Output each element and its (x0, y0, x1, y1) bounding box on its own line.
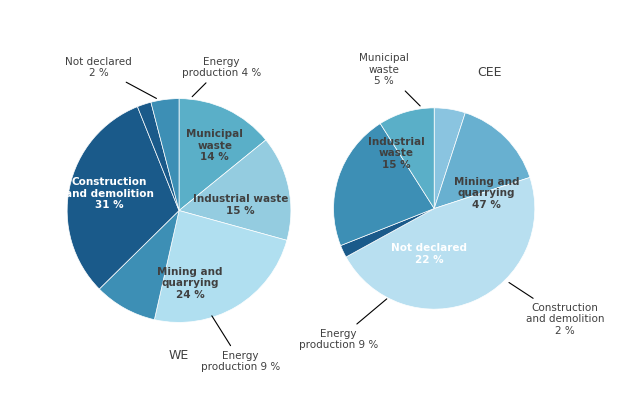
Wedge shape (179, 99, 266, 211)
Wedge shape (151, 99, 179, 211)
Text: CEE: CEE (477, 66, 502, 79)
Text: Energy
production 9 %: Energy production 9 % (299, 299, 387, 350)
Wedge shape (179, 140, 291, 240)
Wedge shape (154, 211, 287, 322)
Wedge shape (380, 108, 434, 209)
Text: Not declared
2 %: Not declared 2 % (65, 57, 157, 98)
Text: Municipal
waste
14 %: Municipal waste 14 % (187, 129, 243, 162)
Wedge shape (99, 211, 179, 320)
Text: Not declared
22 %: Not declared 22 % (391, 243, 467, 265)
Text: WE: WE (169, 350, 189, 363)
Wedge shape (137, 102, 179, 211)
Text: Municipal
waste
5 %: Municipal waste 5 % (359, 53, 420, 106)
Wedge shape (341, 209, 434, 257)
Wedge shape (334, 124, 434, 245)
Wedge shape (434, 113, 530, 209)
Text: Energy
production 9 %: Energy production 9 % (201, 316, 280, 373)
Text: Mining and
quarrying
47 %: Mining and quarrying 47 % (454, 177, 519, 210)
Wedge shape (67, 107, 179, 289)
Text: Construction
and demolition
31 %: Construction and demolition 31 % (66, 177, 154, 211)
Text: Industrial waste
15 %: Industrial waste 15 % (193, 194, 288, 216)
Text: Energy
production 4 %: Energy production 4 % (182, 57, 261, 97)
Wedge shape (434, 108, 466, 209)
Text: Industrial
waste
15 %: Industrial waste 15 % (368, 137, 424, 170)
Text: Construction
and demolition
2 %: Construction and demolition 2 % (509, 283, 604, 336)
Wedge shape (346, 177, 535, 309)
Text: Mining and
quarrying
24 %: Mining and quarrying 24 % (157, 267, 223, 300)
